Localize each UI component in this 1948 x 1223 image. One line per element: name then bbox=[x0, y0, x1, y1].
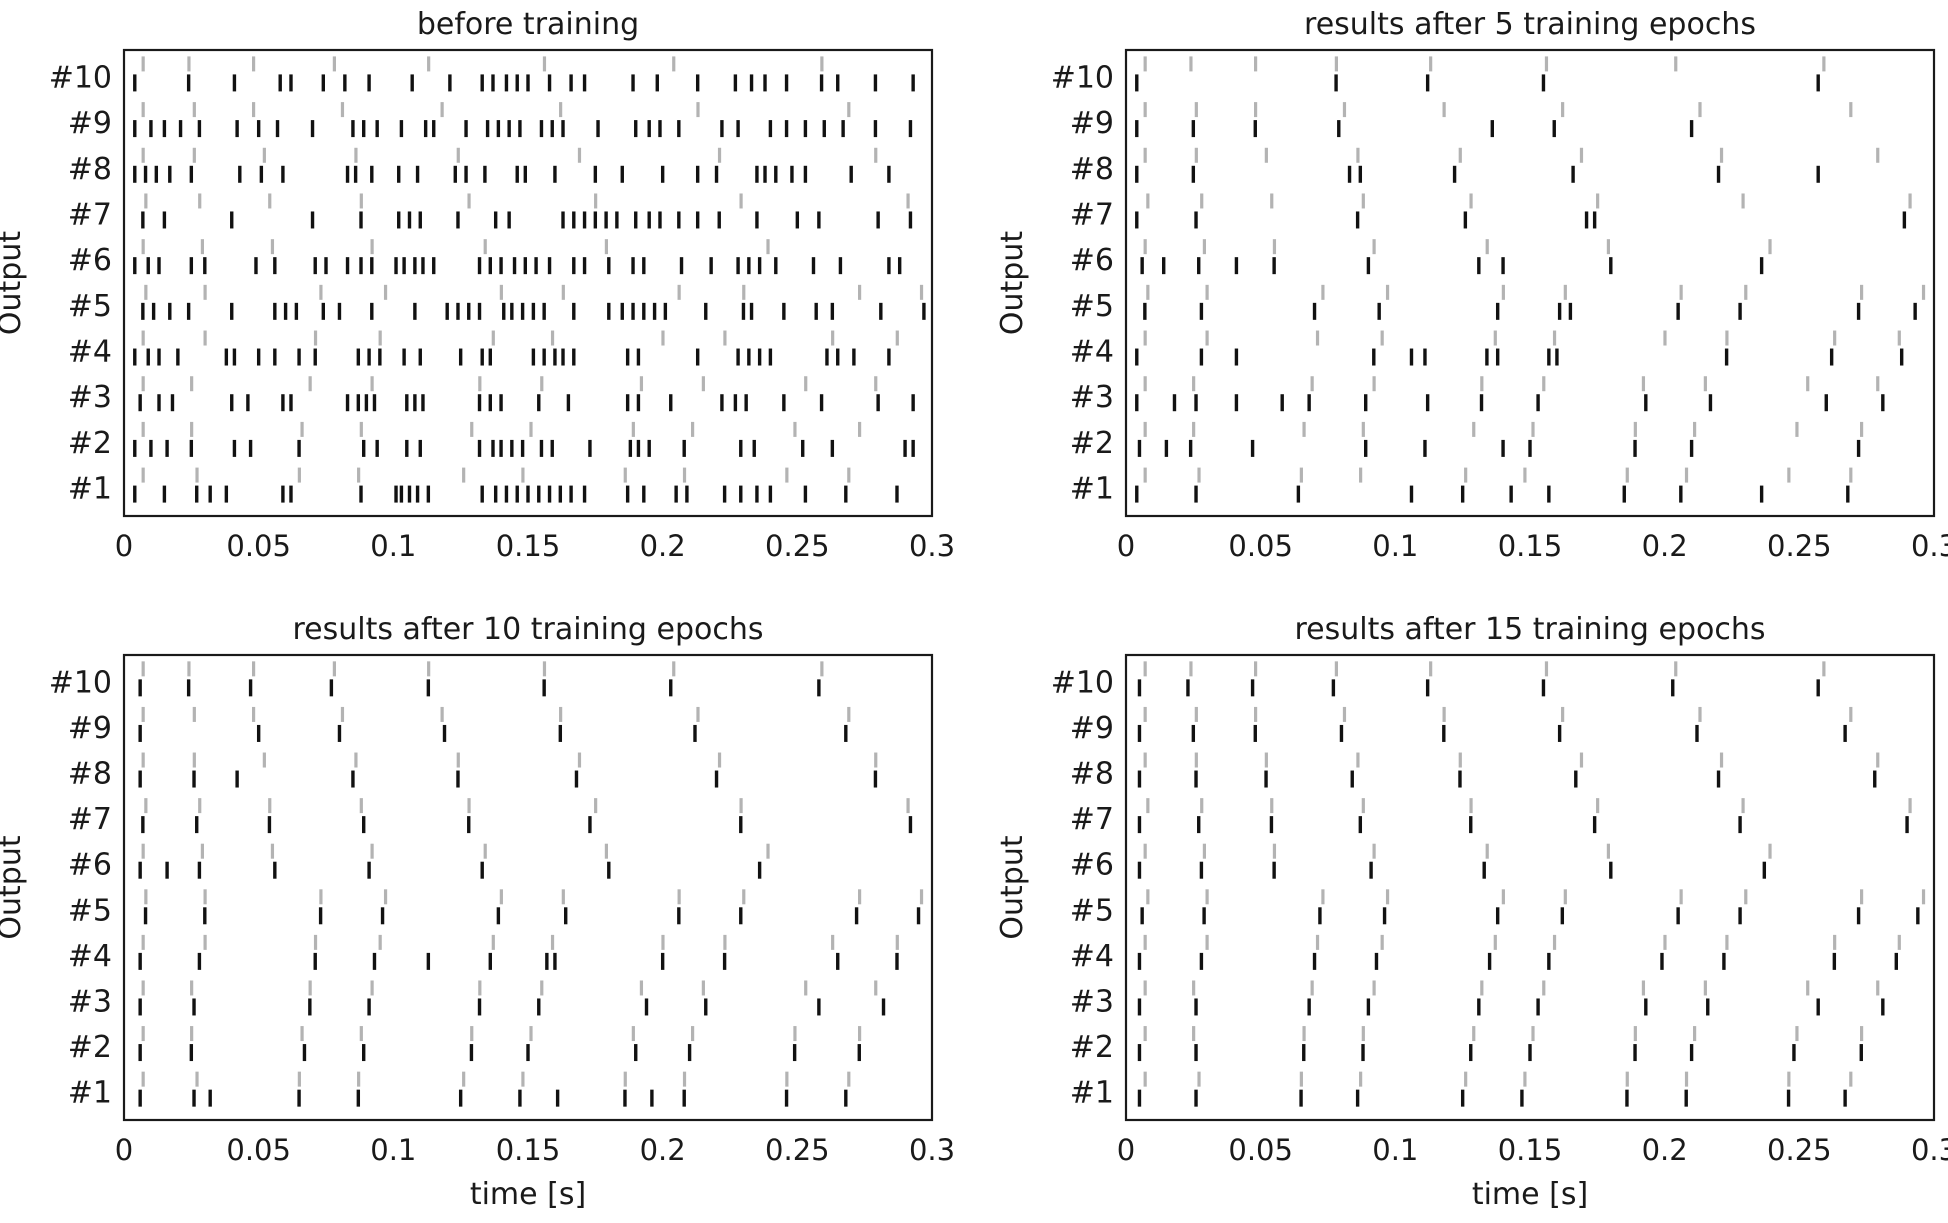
x-axis-label: time [s] bbox=[470, 1177, 586, 1212]
y-axis-label: Output bbox=[995, 835, 1030, 939]
x-tick-label: 0 bbox=[115, 529, 133, 563]
y-axis-label: Output bbox=[995, 231, 1030, 335]
row-label-2: #2 bbox=[68, 1030, 112, 1065]
row-label-5: #5 bbox=[1070, 893, 1114, 928]
row-label-3: #3 bbox=[1070, 380, 1114, 415]
x-tick-label: 0.1 bbox=[370, 529, 416, 563]
row-label-9: #9 bbox=[68, 711, 112, 746]
x-tick-label: 0 bbox=[1117, 529, 1135, 563]
row-label-3: #3 bbox=[1070, 984, 1114, 1019]
row-label-2: #2 bbox=[1070, 426, 1114, 461]
row-label-9: #9 bbox=[1070, 106, 1114, 141]
x-tick-label: 0.25 bbox=[1767, 1133, 1832, 1167]
row-label-4: #4 bbox=[68, 335, 112, 370]
x-tick-label: 0 bbox=[115, 1133, 133, 1167]
raster-panel-2: results after 5 training epochs Output #1 #… bbox=[995, 7, 1948, 563]
x-tick-label: 0.15 bbox=[1498, 529, 1563, 563]
panel-title: results after 5 training epochs bbox=[1304, 7, 1756, 42]
row-label-9: #9 bbox=[68, 106, 112, 141]
x-tick-label: 0.05 bbox=[226, 1133, 291, 1167]
row-label-5: #5 bbox=[1070, 289, 1114, 324]
x-tick-label: 0.25 bbox=[1767, 529, 1832, 563]
raster-panel-3: results after 10 training epochs Output #1… bbox=[0, 612, 955, 1212]
row-label-8: #8 bbox=[1070, 757, 1114, 792]
row-label-9: #9 bbox=[1070, 711, 1114, 746]
x-tick-label: 0.2 bbox=[1642, 1133, 1688, 1167]
row-label-2: #2 bbox=[68, 426, 112, 461]
row-label-4: #4 bbox=[1070, 335, 1114, 370]
x-tick-label: 0.1 bbox=[370, 1133, 416, 1167]
row-label-6: #6 bbox=[68, 848, 112, 883]
row-label-10: #10 bbox=[1051, 60, 1114, 95]
x-tick-label: 0.15 bbox=[496, 529, 561, 563]
x-axis-label: time [s] bbox=[1472, 1177, 1588, 1212]
x-tick-label: 0.15 bbox=[496, 1133, 561, 1167]
x-tick-label: 0.05 bbox=[226, 529, 291, 563]
row-label-7: #7 bbox=[1070, 802, 1114, 837]
y-axis-label: Output bbox=[0, 835, 28, 939]
x-tick-label: 0.1 bbox=[1372, 1133, 1418, 1167]
row-label-7: #7 bbox=[68, 802, 112, 837]
x-tick-label: 0 bbox=[1117, 1133, 1135, 1167]
x-tick-label: 0.15 bbox=[1498, 1133, 1563, 1167]
row-label-4: #4 bbox=[1070, 939, 1114, 974]
x-tick-label: 0.3 bbox=[1911, 1133, 1948, 1167]
row-label-1: #1 bbox=[1070, 472, 1114, 507]
y-axis-label: Output bbox=[0, 231, 28, 335]
row-label-6: #6 bbox=[1070, 848, 1114, 883]
x-tick-label: 0.3 bbox=[909, 1133, 955, 1167]
row-label-6: #6 bbox=[1070, 243, 1114, 278]
row-label-10: #10 bbox=[1051, 665, 1114, 700]
row-label-8: #8 bbox=[68, 152, 112, 187]
x-tick-label: 0.2 bbox=[640, 529, 686, 563]
spike-series-output bbox=[138, 679, 921, 1107]
spike-series-output bbox=[133, 74, 926, 503]
row-label-8: #8 bbox=[1070, 152, 1114, 187]
x-tick-label: 0.3 bbox=[1911, 529, 1948, 563]
x-tick-label: 0.25 bbox=[765, 1133, 830, 1167]
raster-panel-4: results after 15 training epochs Output #1… bbox=[995, 612, 1948, 1212]
row-label-6: #6 bbox=[68, 243, 112, 278]
spike-series-target bbox=[1143, 56, 1926, 483]
row-label-7: #7 bbox=[1070, 197, 1114, 232]
plot-frame bbox=[122, 48, 934, 518]
x-tick-label: 0.25 bbox=[765, 529, 830, 563]
x-tick-label: 0.3 bbox=[909, 529, 955, 563]
raster-panel-1: before training Output #1 #2 #3 #4 #5 #6 #7 #8 #9 #… bbox=[0, 7, 955, 563]
row-label-8: #8 bbox=[68, 757, 112, 792]
plot-frame bbox=[122, 653, 934, 1122]
spike-series-output bbox=[1135, 74, 1917, 503]
row-label-4: #4 bbox=[68, 939, 112, 974]
row-label-5: #5 bbox=[68, 289, 112, 324]
spike-series-target bbox=[1143, 661, 1926, 1087]
x-tick-label: 0.05 bbox=[1228, 529, 1293, 563]
x-tick-label: 0.1 bbox=[1372, 529, 1418, 563]
row-label-10: #10 bbox=[49, 60, 112, 95]
row-label-3: #3 bbox=[68, 984, 112, 1019]
spike-series-target bbox=[141, 661, 924, 1087]
row-label-5: #5 bbox=[68, 893, 112, 928]
panel-title: results after 10 training epochs bbox=[292, 612, 763, 647]
plot-frame bbox=[1124, 653, 1936, 1122]
panel-title: before training bbox=[417, 7, 639, 42]
panel-title: results after 15 training epochs bbox=[1294, 612, 1765, 647]
x-tick-label: 0.05 bbox=[1228, 1133, 1293, 1167]
row-label-3: #3 bbox=[68, 380, 112, 415]
spike-series-output bbox=[1137, 679, 1920, 1107]
x-tick-label: 0.2 bbox=[640, 1133, 686, 1167]
spike-series-target bbox=[141, 56, 924, 483]
x-tick-label: 0.2 bbox=[1642, 529, 1688, 563]
row-label-1: #1 bbox=[68, 472, 112, 507]
plot-frame bbox=[1124, 48, 1936, 518]
row-label-1: #1 bbox=[68, 1076, 112, 1111]
row-label-10: #10 bbox=[49, 665, 112, 700]
row-label-7: #7 bbox=[68, 197, 112, 232]
row-label-1: #1 bbox=[1070, 1076, 1114, 1111]
row-label-2: #2 bbox=[1070, 1030, 1114, 1065]
